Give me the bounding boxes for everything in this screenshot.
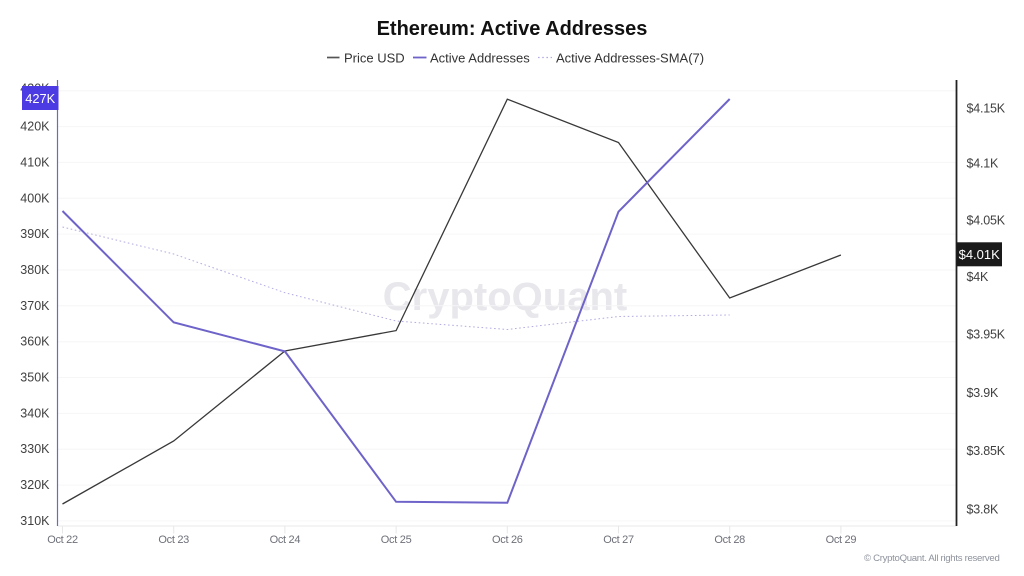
svg-text:© CryptoQuant. All rights rese: © CryptoQuant. All rights reserved [864, 553, 1000, 564]
svg-text:$3.9K: $3.9K [967, 386, 1000, 400]
svg-text:Oct 27: Oct 27 [603, 534, 634, 546]
svg-text:380K: 380K [20, 263, 50, 277]
svg-text:Oct 26: Oct 26 [492, 534, 523, 546]
svg-text:$4K: $4K [967, 270, 990, 284]
svg-text:410K: 410K [20, 155, 50, 169]
svg-text:$4.01K: $4.01K [959, 247, 1001, 262]
svg-text:Price USD: Price USD [344, 51, 405, 66]
svg-text:370K: 370K [20, 299, 50, 313]
svg-text:390K: 390K [20, 227, 50, 241]
svg-text:Oct 24: Oct 24 [270, 534, 301, 546]
svg-text:$3.85K: $3.85K [967, 444, 1006, 458]
svg-text:Active Addresses: Active Addresses [430, 51, 530, 66]
svg-text:Ethereum: Active Addresses: Ethereum: Active Addresses [377, 18, 648, 40]
svg-text:420K: 420K [20, 120, 50, 134]
svg-text:$4.1K: $4.1K [967, 156, 1000, 170]
svg-text:360K: 360K [20, 335, 50, 349]
svg-text:Oct 25: Oct 25 [381, 534, 412, 546]
svg-text:350K: 350K [20, 371, 50, 385]
svg-text:340K: 340K [20, 406, 50, 420]
svg-text:427K: 427K [25, 91, 55, 106]
svg-text:$3.95K: $3.95K [967, 328, 1006, 342]
svg-text:Oct 23: Oct 23 [158, 534, 189, 546]
svg-text:Active Addresses-SMA(7): Active Addresses-SMA(7) [556, 51, 704, 66]
svg-text:$3.8K: $3.8K [967, 503, 1000, 517]
svg-text:310K: 310K [20, 514, 50, 528]
svg-text:Oct 28: Oct 28 [714, 534, 745, 546]
svg-text:Oct 22: Oct 22 [47, 534, 78, 546]
svg-text:$4.15K: $4.15K [967, 102, 1006, 116]
svg-text:$4.05K: $4.05K [967, 213, 1006, 227]
svg-text:400K: 400K [20, 191, 50, 205]
svg-text:330K: 330K [20, 442, 50, 456]
svg-text:320K: 320K [20, 478, 50, 492]
svg-text:Oct 29: Oct 29 [826, 534, 857, 546]
